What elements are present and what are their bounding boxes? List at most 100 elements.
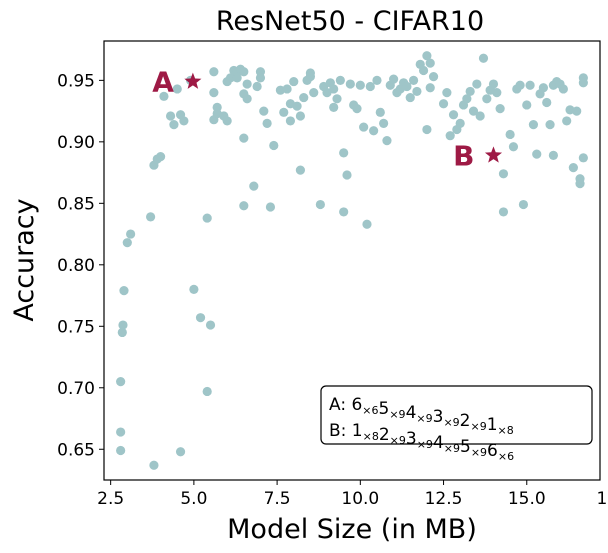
data-point-19 — [179, 116, 189, 126]
data-point-104 — [428, 72, 439, 82]
data-point-74 — [335, 75, 345, 85]
data-point-2 — [116, 377, 126, 387]
data-point-65 — [305, 72, 315, 82]
legend-line-a: A: 6×65×94×93×92×91×8 — [329, 395, 514, 437]
y-tick-label: 0.95 — [57, 71, 95, 91]
legend-box: A: 6×65×94×93×92×91×8 B: 1×82×93×94×95×9… — [320, 385, 593, 463]
data-point-24 — [205, 320, 216, 330]
data-point-82 — [359, 122, 369, 132]
plot-frame — [103, 40, 601, 481]
data-point-43 — [239, 133, 249, 143]
data-point-132 — [525, 80, 535, 90]
data-point-119 — [482, 94, 492, 104]
data-point-149 — [575, 179, 585, 189]
data-point-89 — [382, 136, 392, 146]
data-point-75 — [339, 207, 349, 217]
data-point-105 — [422, 124, 432, 135]
x-tick-label: 2.5 — [97, 489, 124, 509]
data-point-130 — [518, 199, 529, 210]
data-point-67 — [315, 199, 325, 210]
data-point-147 — [572, 106, 582, 116]
data-point-8 — [146, 212, 156, 222]
data-point-118 — [478, 53, 489, 63]
x-tick-label: 5.0 — [180, 489, 207, 509]
data-point-111 — [455, 118, 465, 128]
data-point-12 — [155, 151, 166, 162]
data-point-114 — [465, 86, 475, 97]
data-point-62 — [299, 92, 309, 103]
data-point-55 — [282, 84, 292, 94]
data-point-122 — [492, 88, 502, 98]
data-point-1 — [116, 427, 126, 437]
data-point-6 — [122, 238, 132, 248]
data-point-16 — [172, 84, 182, 94]
data-point-49 — [259, 106, 269, 116]
data-point-85 — [369, 126, 379, 136]
data-point-80 — [352, 104, 362, 114]
data-point-13 — [159, 91, 169, 101]
legend-line-b: B: 1×82×93×94×95×96×6 — [329, 421, 514, 463]
data-point-96 — [405, 92, 415, 103]
data-point-131 — [522, 100, 532, 110]
highlight-label-a: A — [152, 66, 174, 99]
data-point-107 — [442, 88, 452, 98]
data-point-32 — [222, 116, 232, 126]
data-point-22 — [195, 313, 206, 323]
data-point-115 — [468, 106, 479, 116]
data-point-88 — [379, 118, 389, 128]
data-point-81 — [355, 80, 365, 90]
x-tick-label: 12.5 — [425, 489, 463, 509]
data-point-5 — [119, 286, 129, 296]
data-point-45 — [249, 181, 259, 191]
data-point-91 — [389, 74, 399, 84]
data-point-126 — [505, 129, 515, 140]
data-point-137 — [542, 97, 552, 108]
y-tick-label: 0.70 — [57, 379, 95, 399]
data-point-15 — [169, 120, 179, 130]
data-point-50 — [262, 118, 272, 128]
data-point-17 — [175, 447, 186, 457]
x-axis-ticks: 2.5 5.0 7.5 10.0 12.5 15.0 17. — [97, 480, 608, 509]
data-point-140 — [548, 150, 558, 160]
y-axis-title: Accuracy — [9, 198, 40, 321]
data-point-83 — [362, 219, 372, 229]
data-point-59 — [292, 101, 302, 111]
data-point-41 — [242, 79, 252, 89]
data-point-56 — [285, 116, 296, 126]
data-point-46 — [252, 81, 262, 92]
data-points — [116, 51, 588, 470]
data-point-113 — [462, 94, 472, 104]
data-point-100 — [418, 65, 429, 76]
chart-title: ResNet50 - CIFAR10 — [216, 6, 484, 37]
highlighted-points: AB — [152, 66, 503, 172]
data-point-42 — [242, 94, 252, 104]
data-point-106 — [438, 99, 449, 109]
x-tick-label: 7.5 — [264, 489, 291, 509]
data-point-134 — [532, 149, 542, 159]
data-point-124 — [498, 207, 509, 217]
data-point-7 — [126, 229, 136, 239]
data-point-48 — [255, 73, 266, 83]
data-point-21 — [189, 284, 199, 294]
data-point-103 — [425, 83, 435, 93]
data-point-86 — [372, 75, 382, 85]
data-point-60 — [295, 111, 306, 121]
data-point-129 — [515, 80, 525, 90]
data-point-3 — [117, 327, 127, 338]
data-point-39 — [239, 67, 249, 77]
data-point-34 — [225, 73, 236, 83]
data-point-117 — [475, 111, 485, 121]
data-point-102 — [425, 58, 435, 68]
data-point-76 — [339, 148, 349, 158]
data-point-71 — [329, 84, 339, 94]
y-tick-label: 0.90 — [57, 133, 95, 153]
data-point-58 — [289, 76, 299, 87]
data-point-97 — [408, 75, 419, 85]
data-point-61 — [295, 165, 306, 175]
x-axis-title: Model Size (in MB) — [227, 514, 477, 545]
y-axis-ticks: 0.65 0.70 0.75 0.80 0.85 0.90 0.95 — [57, 71, 104, 460]
data-point-150 — [578, 153, 588, 163]
data-point-14 — [165, 111, 176, 121]
data-point-143 — [558, 84, 568, 94]
